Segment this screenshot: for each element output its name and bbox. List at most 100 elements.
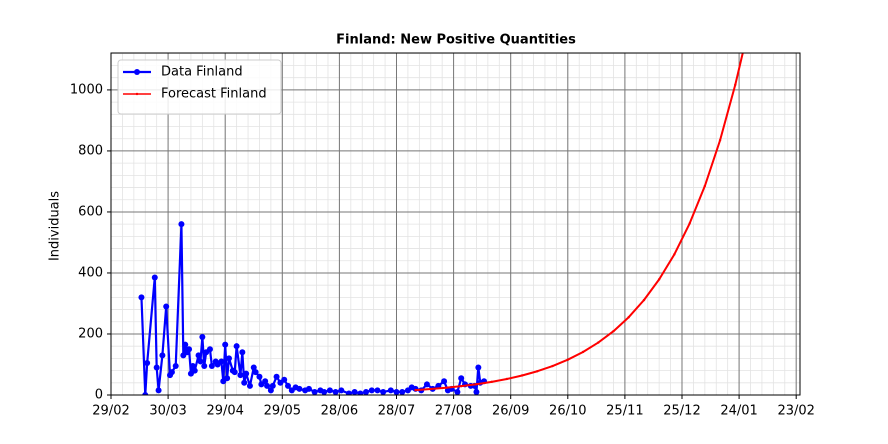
legend-box bbox=[117, 59, 282, 115]
data-point bbox=[581, 350, 585, 354]
data-point bbox=[357, 390, 364, 395]
data-point bbox=[423, 381, 430, 388]
y-tick-label: 0 bbox=[95, 388, 103, 403]
data-point bbox=[612, 330, 615, 333]
data-point bbox=[250, 364, 257, 371]
x-tick-label: 30/03 bbox=[149, 404, 186, 419]
data-point bbox=[191, 367, 198, 374]
x-tick-label: 24/01 bbox=[720, 404, 757, 419]
legend-label: Forecast Finland bbox=[161, 87, 267, 102]
x-tick-label: 26/10 bbox=[549, 404, 586, 419]
data-point bbox=[414, 388, 417, 392]
data-point bbox=[444, 386, 448, 389]
data-point bbox=[305, 385, 312, 392]
data-point bbox=[475, 383, 478, 386]
data-point bbox=[345, 390, 352, 395]
data-point bbox=[387, 387, 394, 394]
data-point bbox=[281, 376, 288, 383]
data-point bbox=[363, 388, 370, 395]
data-point bbox=[151, 274, 158, 281]
data-point bbox=[441, 378, 448, 385]
data-point bbox=[642, 298, 646, 302]
x-tick-label: 28/06 bbox=[321, 404, 358, 419]
data-point bbox=[351, 388, 358, 395]
data-point bbox=[241, 379, 248, 386]
data-point bbox=[172, 363, 179, 370]
data-point bbox=[505, 377, 509, 381]
plot-area bbox=[138, 53, 744, 395]
data-point bbox=[338, 387, 345, 394]
data-point bbox=[262, 378, 269, 385]
data-point bbox=[536, 370, 539, 373]
x-tick-label: 27/08 bbox=[435, 404, 472, 419]
data-point bbox=[222, 341, 229, 348]
data-point bbox=[597, 341, 600, 344]
data-point bbox=[326, 387, 333, 394]
data-point bbox=[186, 346, 193, 353]
data-point bbox=[239, 349, 246, 356]
data-point bbox=[267, 387, 274, 394]
y-tick-label: 800 bbox=[78, 143, 103, 158]
data-point bbox=[380, 388, 387, 395]
data-point bbox=[182, 341, 189, 348]
data-point bbox=[168, 369, 175, 376]
data-point bbox=[368, 387, 375, 394]
data-point bbox=[566, 358, 569, 361]
data-point bbox=[311, 388, 318, 395]
data-point bbox=[159, 352, 166, 359]
data-point bbox=[458, 375, 465, 382]
y-axis-label: Individuals bbox=[48, 191, 63, 261]
data-point bbox=[332, 388, 339, 395]
data-point bbox=[208, 363, 215, 370]
x-tick-label: 25/12 bbox=[663, 404, 700, 419]
x-tick-label: 28/07 bbox=[378, 404, 415, 419]
data-point bbox=[269, 382, 276, 389]
data-point bbox=[454, 388, 461, 395]
data-point bbox=[218, 358, 225, 365]
data-point bbox=[195, 352, 202, 359]
data-point bbox=[473, 388, 480, 395]
data-point bbox=[199, 334, 206, 341]
data-point bbox=[520, 374, 524, 377]
data-point bbox=[657, 278, 661, 281]
axes-frame bbox=[110, 52, 801, 396]
x-tick-label: 29/04 bbox=[206, 404, 243, 419]
data-point bbox=[718, 139, 722, 142]
data-point bbox=[703, 184, 707, 188]
ticks: 29/02 30/03 29/04 29/05 28/06 28/07 27/08 26/09… bbox=[70, 82, 815, 418]
data-point bbox=[460, 384, 463, 388]
data-point bbox=[296, 385, 303, 392]
data-point bbox=[393, 388, 400, 395]
data-point bbox=[321, 388, 328, 395]
data-point bbox=[273, 373, 280, 380]
data-point bbox=[226, 355, 233, 362]
data-point bbox=[475, 364, 482, 371]
data-point bbox=[163, 303, 170, 310]
data-point bbox=[252, 369, 259, 376]
data-point bbox=[734, 83, 737, 86]
chart-title: Finland: New Positive Quantities bbox=[336, 33, 576, 48]
data-point bbox=[144, 359, 151, 366]
x-tick-label: 23/02 bbox=[777, 404, 814, 419]
x-tick-label: 25/11 bbox=[606, 404, 643, 419]
x-tick-label: 29/05 bbox=[264, 404, 301, 419]
data-point bbox=[627, 316, 630, 319]
data-point bbox=[233, 343, 240, 350]
data-point bbox=[490, 380, 493, 384]
data-point bbox=[246, 382, 253, 389]
data-point bbox=[201, 363, 208, 370]
data-point bbox=[231, 369, 238, 376]
data-point bbox=[138, 294, 145, 301]
legend-marker bbox=[134, 69, 140, 75]
data-point bbox=[285, 382, 292, 389]
data-point bbox=[673, 253, 676, 256]
y-tick-label: 1000 bbox=[70, 82, 103, 97]
data-point bbox=[256, 373, 263, 380]
x-tick-label: 26/09 bbox=[492, 404, 529, 419]
data-point bbox=[155, 387, 162, 394]
data-point bbox=[153, 364, 160, 371]
y-tick-label: 200 bbox=[78, 326, 103, 341]
x-tick-label: 29/02 bbox=[92, 404, 129, 419]
data-point bbox=[551, 364, 554, 368]
